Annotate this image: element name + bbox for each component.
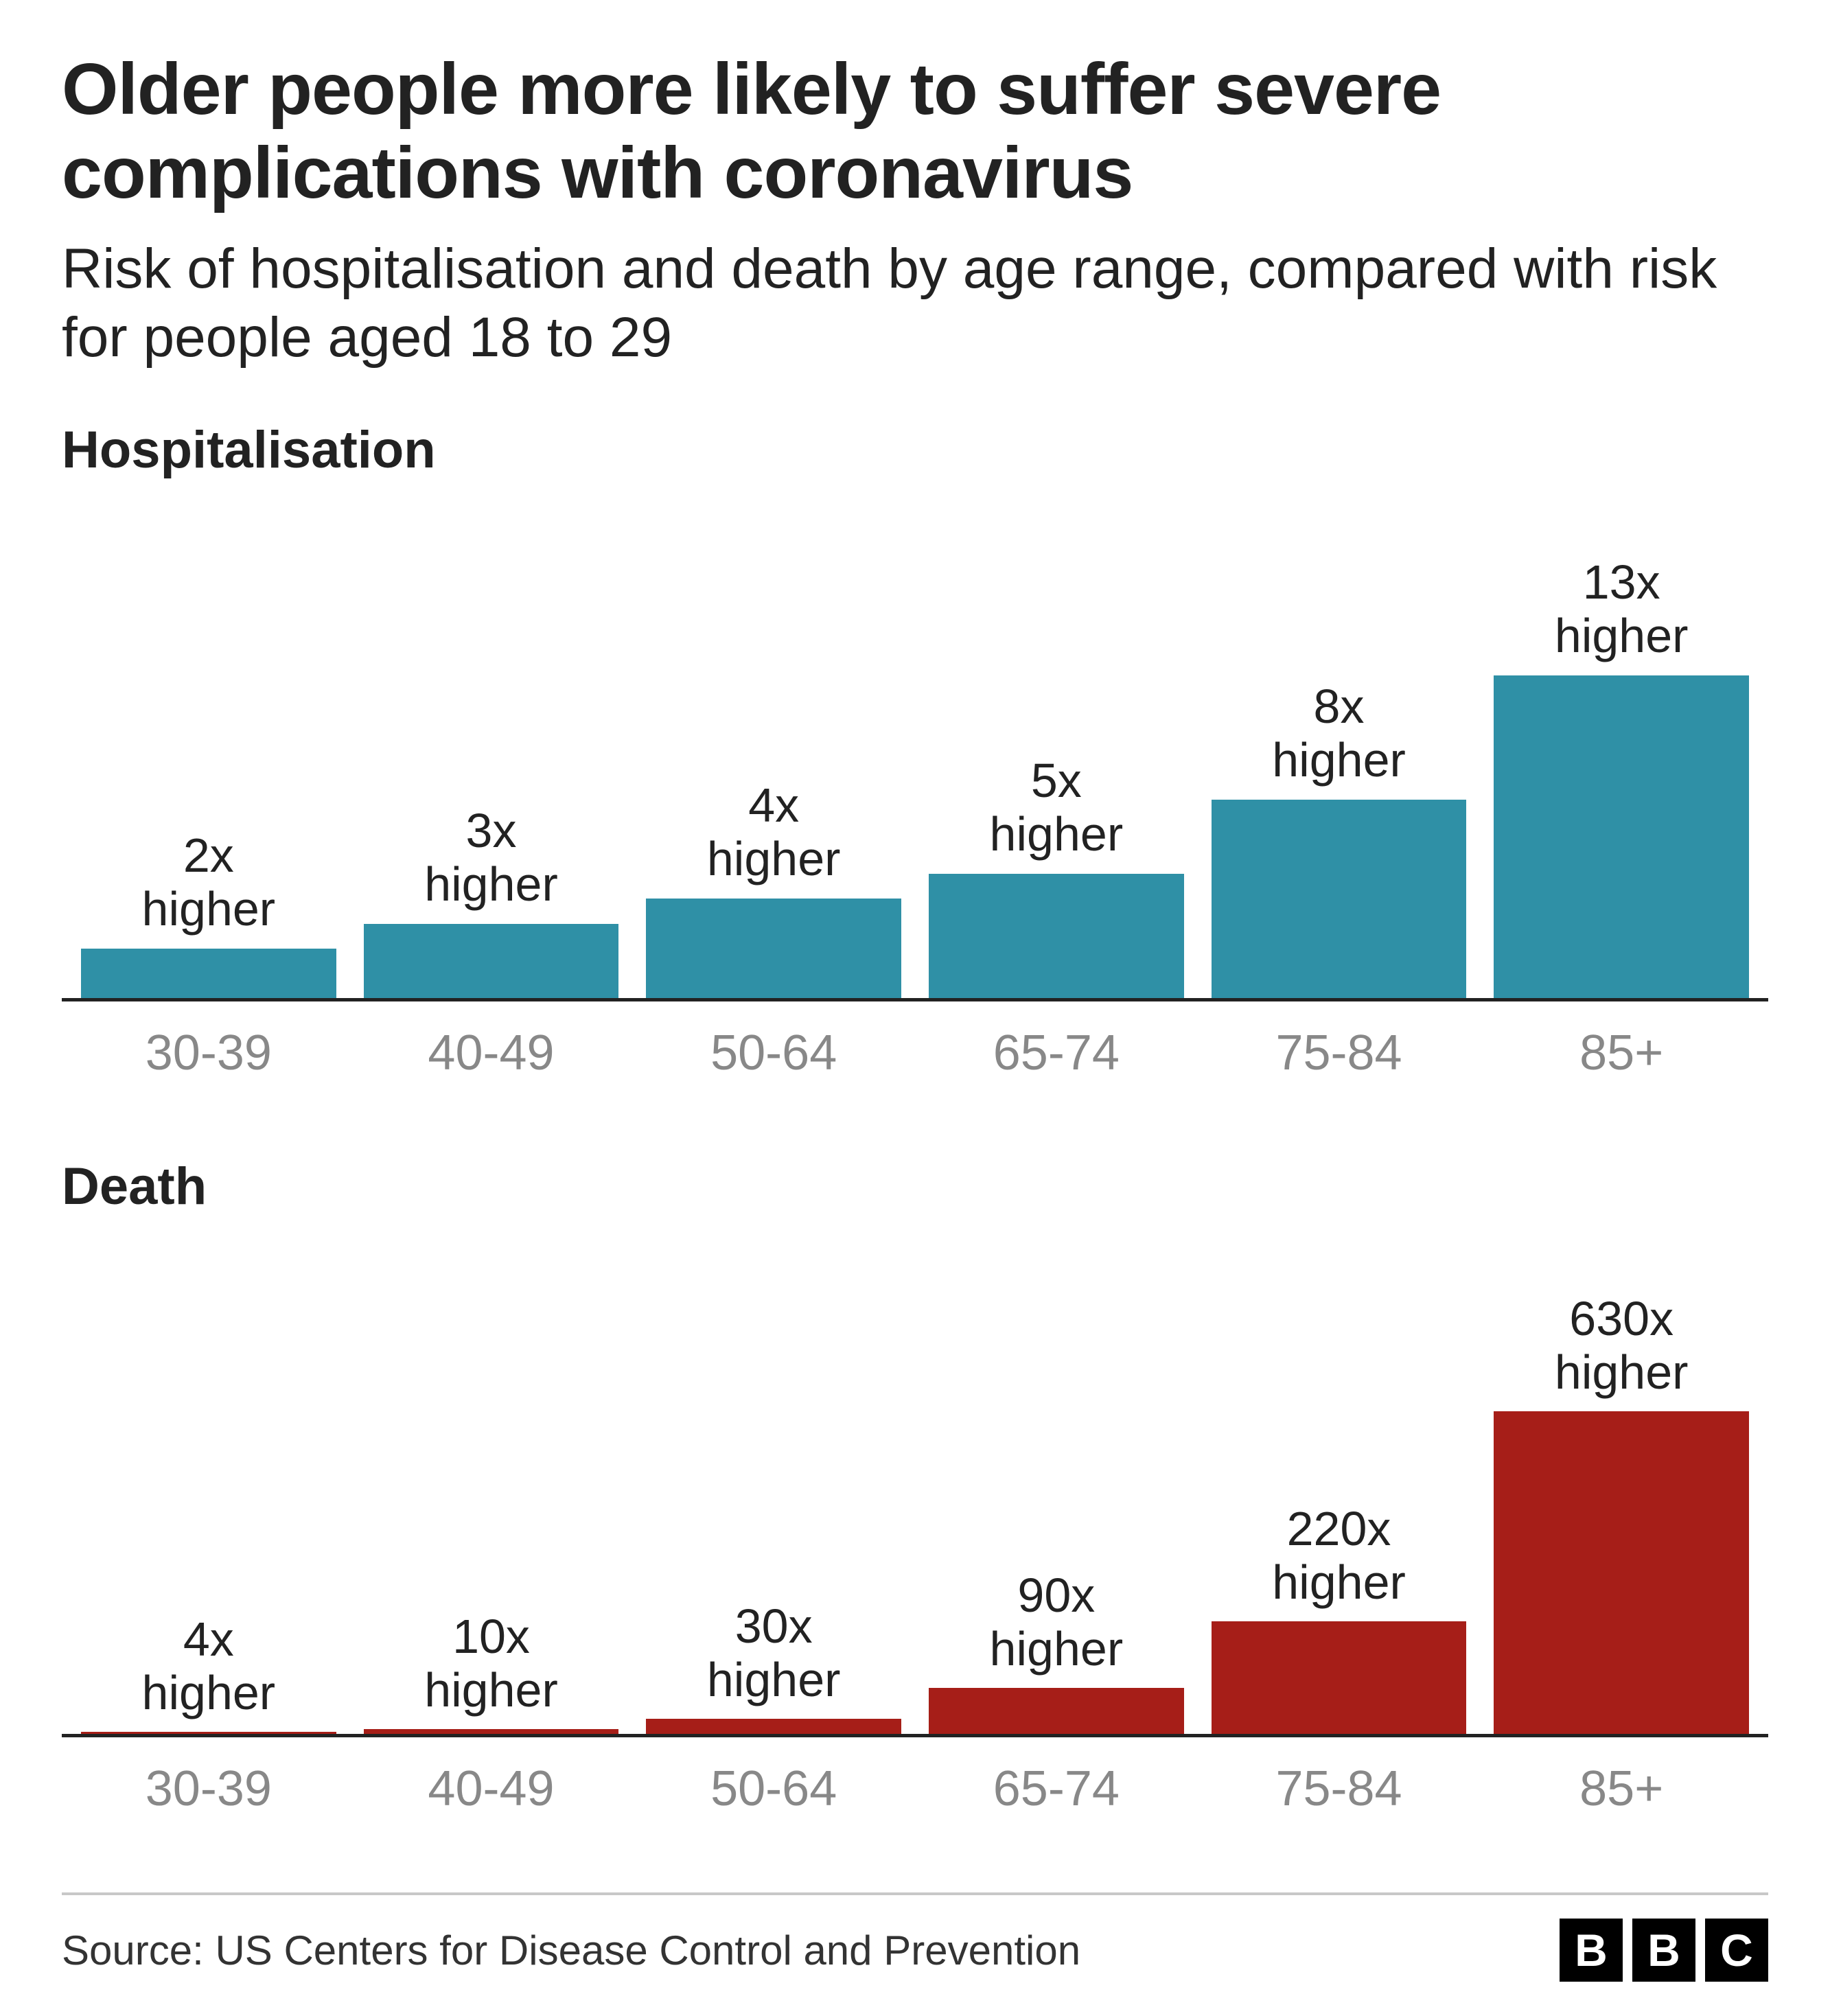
bar-column: 220x higher (1198, 1502, 1481, 1735)
bar-value-label: 30x higher (707, 1599, 841, 1707)
category-label: 75-84 (1198, 1761, 1481, 1817)
bar-column: 13x higher (1480, 555, 1763, 998)
chart-subtitle: Risk of hospitalisation and death by age… (62, 235, 1768, 372)
bar-value-label: 90x higher (990, 1568, 1124, 1676)
bar (1494, 675, 1749, 998)
bar-value-label: 13x higher (1555, 555, 1689, 663)
bar (1212, 1621, 1467, 1734)
bar-column: 10x higher (350, 1610, 633, 1735)
bar (364, 1729, 619, 1734)
bar-value-label: 2x higher (142, 829, 276, 936)
bar (646, 899, 901, 998)
category-label: 75-84 (1198, 1025, 1481, 1081)
bar (929, 874, 1184, 998)
bar-column: 90x higher (915, 1568, 1198, 1735)
bar (1494, 1411, 1749, 1734)
bar-value-label: 3x higher (424, 804, 558, 912)
bar-value-label: 4x higher (707, 778, 841, 886)
bar-column: 30x higher (632, 1599, 915, 1735)
bar-value-label: 220x higher (1272, 1502, 1406, 1610)
bar-column: 630x higher (1480, 1292, 1763, 1735)
category-label: 30-39 (67, 1761, 350, 1817)
bar-column: 4x higher (632, 778, 915, 998)
panel-title: Hospitalisation (62, 420, 1768, 480)
category-label: 85+ (1480, 1025, 1763, 1081)
bar-column: 8x higher (1198, 680, 1481, 998)
source-text: Source: US Centers for Disease Control a… (62, 1927, 1080, 1974)
bar-column: 2x higher (67, 829, 350, 998)
chart-area: 4x higher 10x higher 30x higher 90x higher 2… (62, 1292, 1768, 1818)
category-label: 65-74 (915, 1025, 1198, 1081)
bbc-logo: BBC (1560, 1919, 1768, 1982)
chart-title: Older people more likely to suffer sever… (62, 48, 1768, 216)
bars-row: 4x higher 10x higher 30x higher 90x higher 2… (62, 1292, 1768, 1738)
category-label: 50-64 (632, 1025, 915, 1081)
bbc-logo-block: C (1705, 1919, 1768, 1982)
chart-page: Older people more likely to suffer sever… (0, 0, 1830, 2002)
categories-row: 30-3940-4950-6465-7475-8485+ (62, 1761, 1768, 1817)
bar (1212, 800, 1467, 998)
bar-value-label: 630x higher (1555, 1292, 1689, 1400)
bar-column: 5x higher (915, 754, 1198, 998)
panel-title: Death (62, 1157, 1768, 1216)
footer: Source: US Centers for Disease Control a… (62, 1892, 1768, 2016)
category-label: 65-74 (915, 1761, 1198, 1817)
bar (81, 949, 336, 998)
categories-row: 30-3940-4950-6465-7475-8485+ (62, 1025, 1768, 1081)
bar-value-label: 10x higher (424, 1610, 558, 1717)
bar-value-label: 5x higher (990, 754, 1124, 861)
category-label: 40-49 (350, 1025, 633, 1081)
chart-area: 2x higher 3x higher 4x higher 5x higher 8x h… (62, 555, 1768, 1081)
bbc-logo-block: B (1632, 1919, 1695, 1982)
bar-value-label: 4x higher (142, 1612, 276, 1720)
panel-death: Death 4x higher 10x higher 30x higher 90x h… (62, 1157, 1768, 1818)
category-label: 30-39 (67, 1025, 350, 1081)
bbc-logo-block: B (1560, 1919, 1623, 1982)
bar (929, 1688, 1184, 1734)
category-label: 50-64 (632, 1761, 915, 1817)
bar-value-label: 8x higher (1272, 680, 1406, 787)
category-label: 85+ (1480, 1761, 1763, 1817)
category-label: 40-49 (350, 1761, 633, 1817)
bar (364, 924, 619, 998)
bar (81, 1732, 336, 1734)
bar-column: 3x higher (350, 804, 633, 998)
bar (646, 1719, 901, 1734)
bars-row: 2x higher 3x higher 4x higher 5x higher 8x h… (62, 555, 1768, 1001)
panel-hospitalisation: Hospitalisation 2x higher 3x higher 4x hig… (62, 420, 1768, 1081)
bar-column: 4x higher (67, 1612, 350, 1735)
